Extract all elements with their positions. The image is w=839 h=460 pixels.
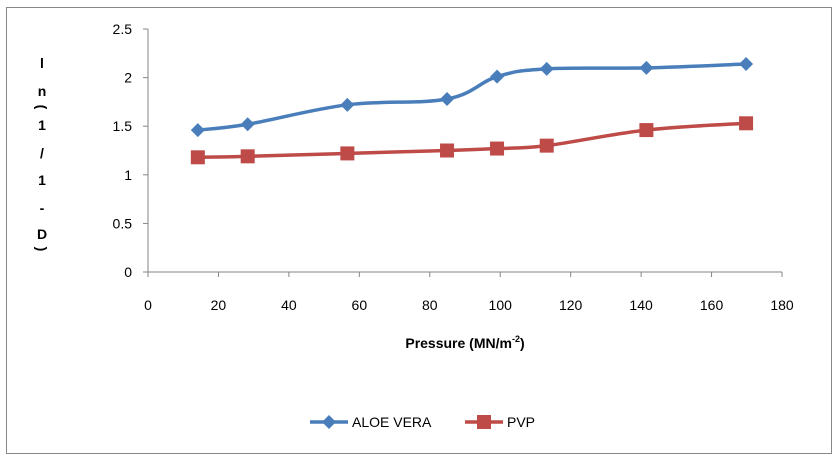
y-axis-title-char: / xyxy=(40,145,44,161)
series-aloe-vera xyxy=(190,56,754,138)
x-tick-label: 100 xyxy=(489,297,513,313)
legend-label-pvp: PVP xyxy=(507,414,535,430)
chart-frame xyxy=(6,7,832,454)
x-tick-label: 0 xyxy=(144,297,152,313)
data-point-pvp xyxy=(539,138,554,153)
data-point-aloe-vera xyxy=(440,91,455,106)
x-tick-label: 180 xyxy=(770,297,794,313)
x-tick-label: 140 xyxy=(629,297,653,313)
data-point-pvp xyxy=(190,150,205,165)
legend-label-aloe-vera: ALOE VERA xyxy=(352,414,432,430)
x-tick-label: 40 xyxy=(281,297,297,313)
y-axis-title: ln (1 / 1 - D) xyxy=(34,55,50,251)
data-point-aloe-vera xyxy=(340,97,355,112)
data-point-aloe-vera xyxy=(190,123,205,138)
y-axis-title-char: ) xyxy=(34,247,50,252)
data-point-aloe-vera xyxy=(539,61,554,76)
y-tick-label: 0.5 xyxy=(113,215,133,231)
legend-marker-pvp xyxy=(477,415,491,429)
legend-marker-aloe-vera xyxy=(322,415,336,429)
data-point-aloe-vera xyxy=(639,60,654,75)
data-point-pvp xyxy=(440,143,455,158)
x-axis-title: Pressure (MN/m-2) xyxy=(405,334,524,351)
series-group xyxy=(190,56,754,165)
axes: 0 0.5 1 1.5 2 2.5 0 20 40 60 80 100 120 140 160 180 xyxy=(113,21,794,313)
data-point-pvp xyxy=(240,149,255,164)
y-tick-label: 2.5 xyxy=(113,21,133,37)
x-tick-label: 60 xyxy=(352,297,368,313)
data-point-pvp xyxy=(639,123,654,138)
y-axis-title-char: 1 xyxy=(38,117,46,133)
y-axis-title-char: D xyxy=(37,226,47,242)
y-tick-label: 1.5 xyxy=(113,118,133,134)
x-tick-label: 120 xyxy=(559,297,583,313)
legend-item-pvp: PVP xyxy=(465,414,535,430)
data-point-aloe-vera xyxy=(240,117,255,132)
y-axis-title-char: 1 xyxy=(38,172,46,188)
legend-item-aloe-vera: ALOE VERA xyxy=(310,414,432,430)
y-tick-label: 1 xyxy=(124,167,132,183)
y-axis-title-char: n xyxy=(38,83,47,99)
legend: ALOE VERA PVP xyxy=(310,414,535,430)
y-tick-label: 0 xyxy=(124,264,132,280)
data-point-pvp xyxy=(490,141,505,156)
x-tick-label: 20 xyxy=(211,297,227,313)
data-point-pvp xyxy=(739,116,754,131)
x-tick-label: 80 xyxy=(422,297,438,313)
series-line-pvp xyxy=(197,121,747,160)
series-line-aloe-vera xyxy=(197,62,747,132)
y-axis-title-char: l xyxy=(40,55,44,71)
y-axis-title-char: ( xyxy=(34,105,50,110)
y-tick-label: 2 xyxy=(124,70,132,86)
series-pvp xyxy=(190,116,754,165)
data-point-aloe-vera xyxy=(490,69,505,84)
x-tick-label: 160 xyxy=(700,297,724,313)
data-point-pvp xyxy=(340,146,355,161)
data-point-aloe-vera xyxy=(739,56,754,71)
y-axis-title-char: - xyxy=(40,200,45,216)
